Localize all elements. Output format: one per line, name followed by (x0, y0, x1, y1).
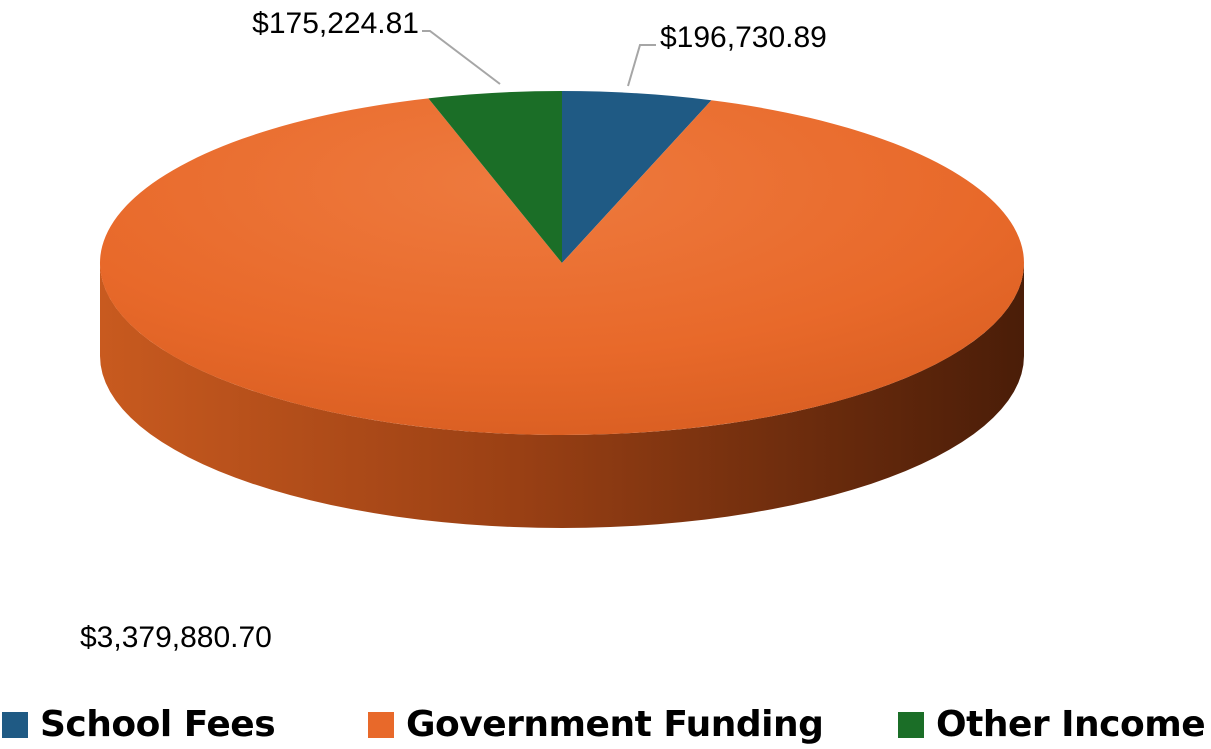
pie-slice-other-income (428, 91, 562, 263)
legend-swatch-government-funding (368, 711, 394, 738)
legend-label-government-funding: Government Funding (406, 704, 824, 745)
data-label-government-funding: $3,379,880.70 (80, 621, 272, 654)
legend: School Fees Government Funding Other Inc… (0, 700, 1211, 749)
legend-item-school-fees: School Fees (2, 700, 276, 749)
data-labels: $196,730.89 $3,379,880.70 $175,224.81 (80, 7, 827, 654)
pie-side (100, 263, 1024, 528)
legend-swatch-school-fees (2, 711, 28, 738)
pie-slice-school-fees (562, 91, 712, 263)
pie-side-government-funding (100, 263, 1024, 528)
legend-item-other-income: Other Income (898, 700, 1206, 749)
legend-item-government-funding: Government Funding (368, 700, 824, 749)
data-label-school-fees: $196,730.89 (660, 21, 827, 54)
leader-line-school-fees (627, 44, 656, 87)
data-label-other-income: $175,224.81 (252, 7, 419, 40)
legend-label-other-income: Other Income (936, 704, 1206, 745)
pie-chart-svg: $196,730.89 $3,379,880.70 $175,224.81 (80, 7, 1024, 654)
legend-label-school-fees: School Fees (40, 704, 276, 745)
legend-swatch-other-income (898, 711, 924, 738)
leader-lines (422, 30, 656, 87)
pie-slice-government-funding (99, 98, 1024, 435)
pie-top (99, 91, 1024, 435)
leader-line-other-income (422, 30, 501, 85)
